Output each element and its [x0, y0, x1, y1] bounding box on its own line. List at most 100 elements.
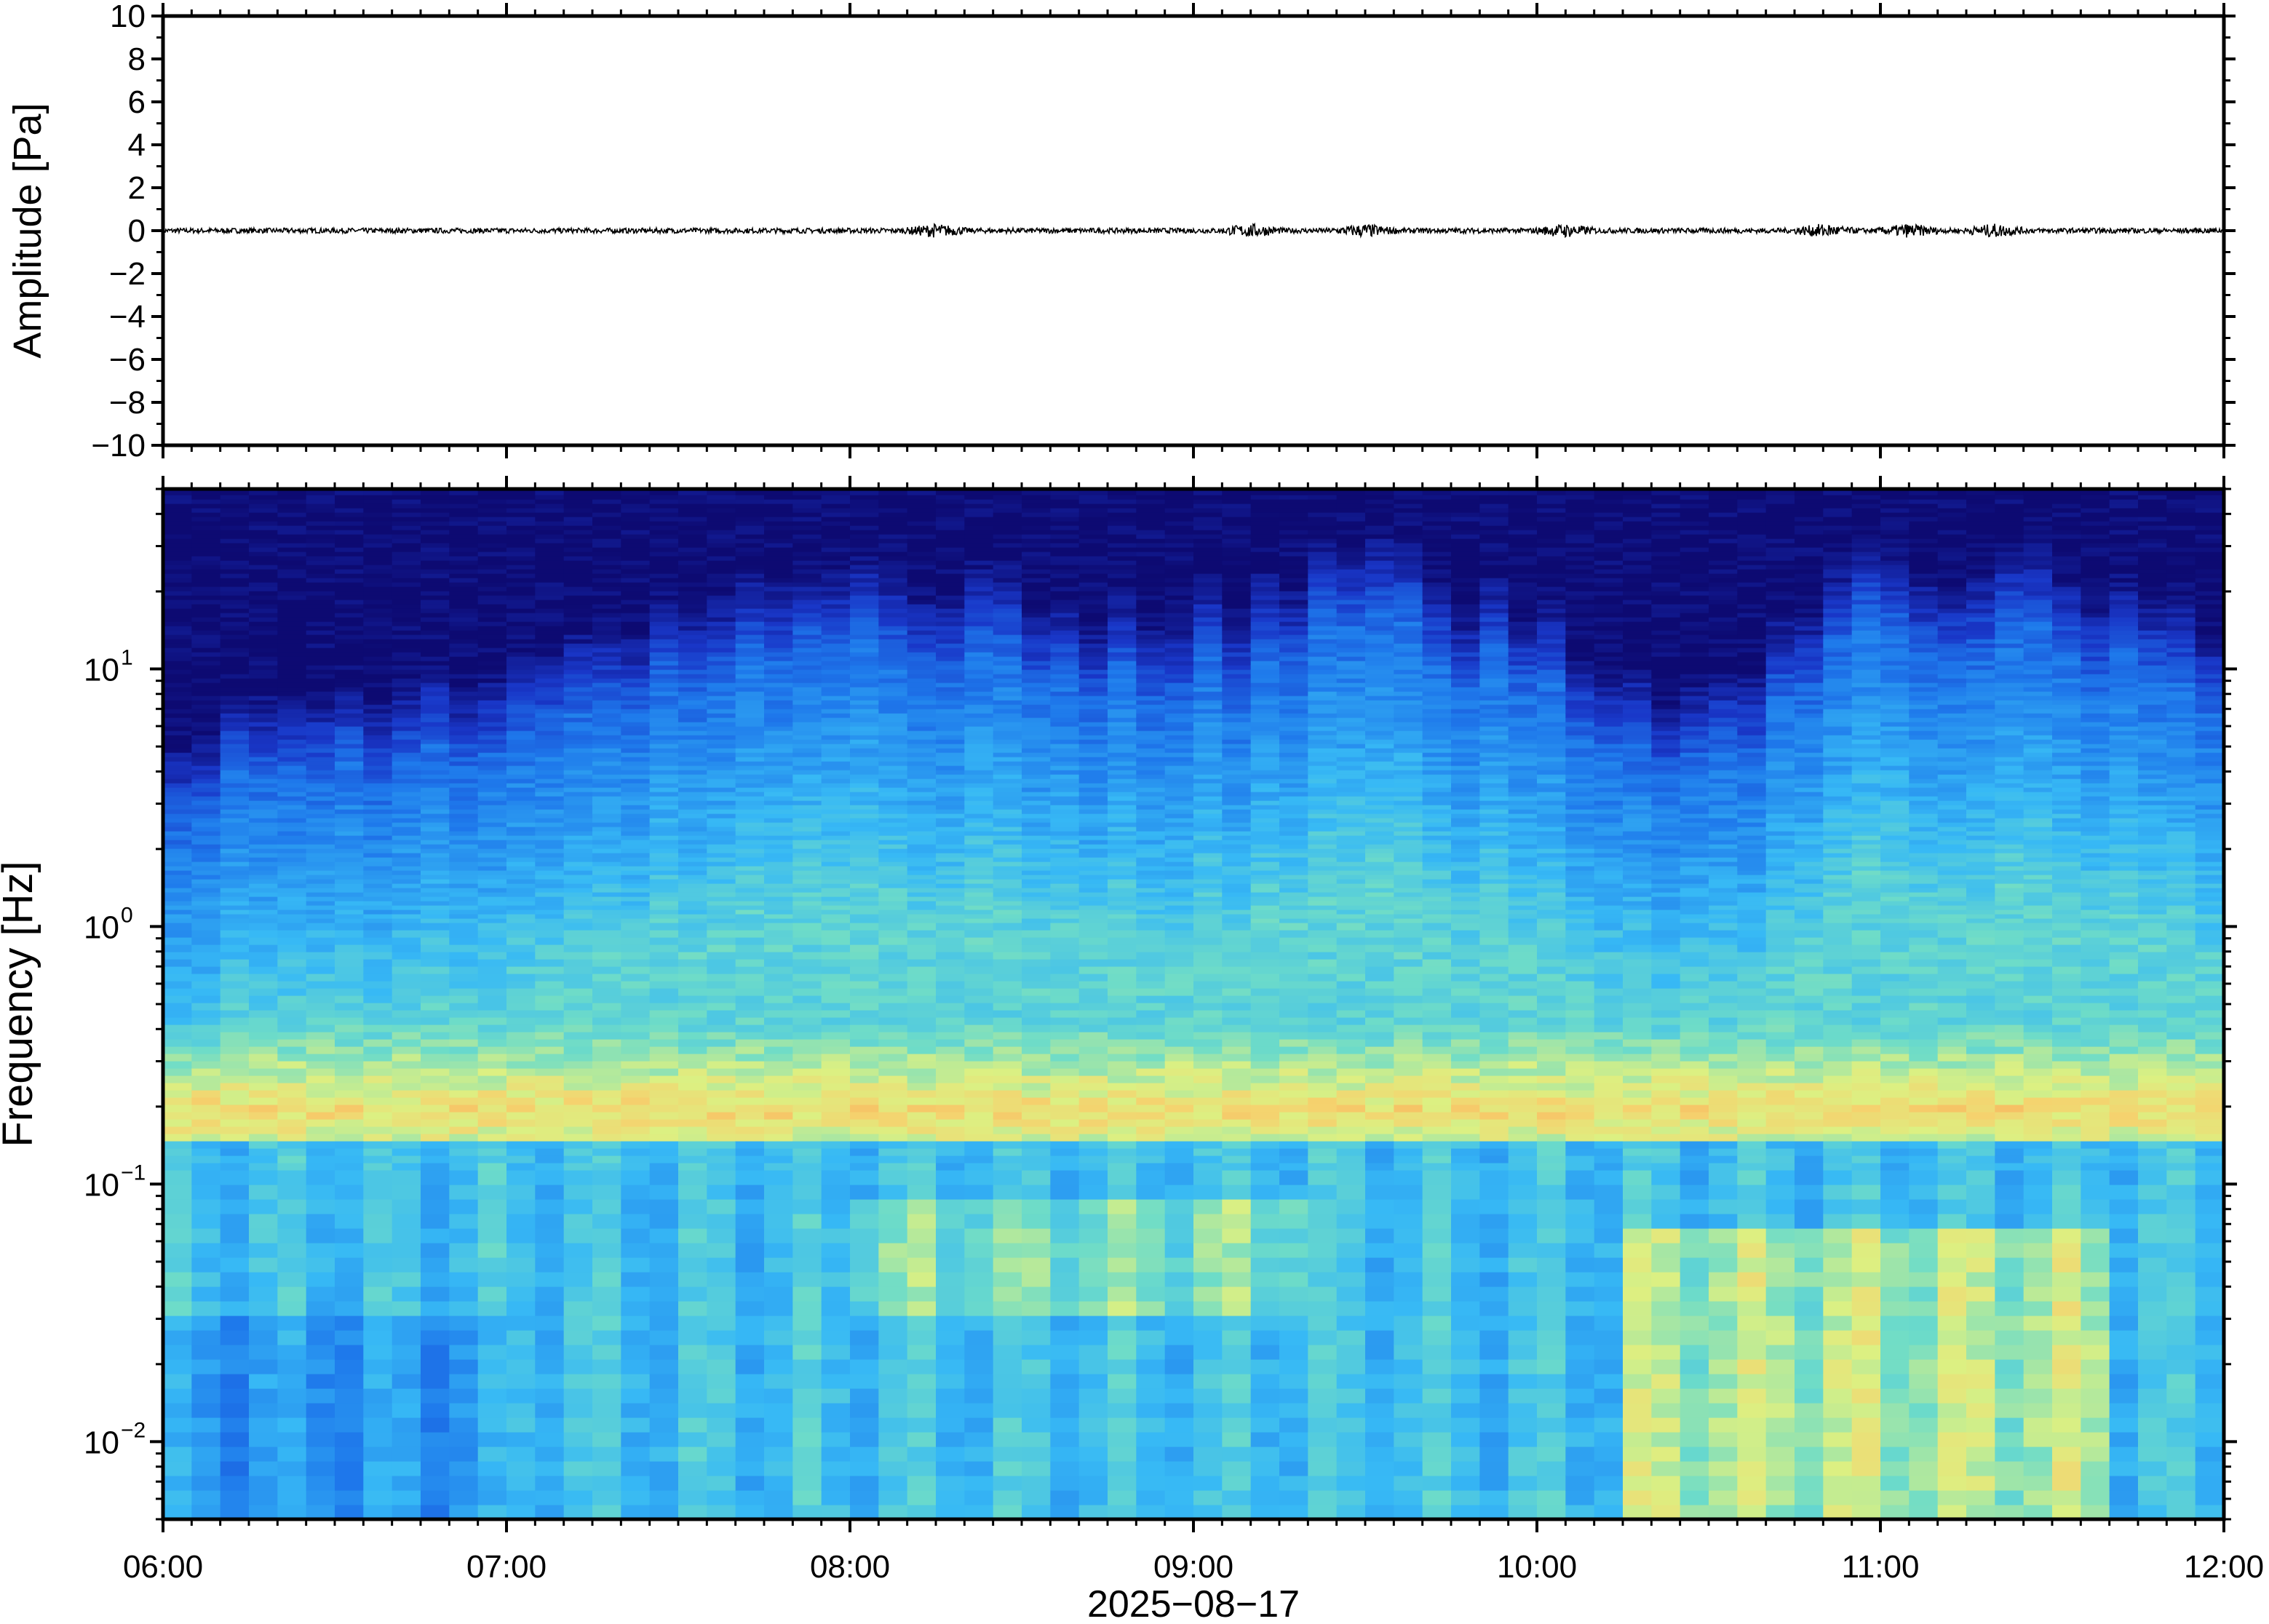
spectrogram-cell	[621, 556, 651, 561]
spectrogram-cell	[335, 552, 364, 557]
spectrogram-cell	[421, 765, 450, 771]
spectrogram-cell	[621, 661, 651, 666]
spectrogram-cell	[163, 661, 192, 666]
spectrogram-cell	[249, 495, 278, 500]
spectrogram-cell	[392, 639, 421, 644]
spectrogram-cell	[878, 866, 908, 871]
spectrogram-cell	[421, 722, 450, 727]
spectrogram-cell	[421, 538, 450, 544]
spectrogram-cell	[335, 1315, 364, 1331]
spectrogram-cell	[306, 1286, 335, 1302]
spectrogram-cell	[821, 503, 851, 509]
spectrogram-cell	[678, 661, 707, 666]
spectrogram-cell	[392, 525, 421, 530]
spectrogram-cell	[306, 621, 335, 626]
spectrogram-cell	[249, 709, 278, 714]
spectrogram-cell	[764, 930, 793, 938]
spectrogram-cell	[649, 1417, 679, 1433]
spectrogram-cell	[306, 944, 335, 952]
spectrogram-cell	[163, 930, 192, 938]
spectrogram-cell	[477, 591, 507, 596]
spectrogram-cell	[735, 495, 765, 500]
spectrogram-cell	[506, 630, 536, 635]
spectrogram-cell	[792, 861, 822, 867]
spectrogram-cell	[335, 800, 364, 805]
spectrogram-cell	[907, 630, 937, 635]
spectrogram-cell	[477, 853, 507, 858]
spectrogram-cell	[993, 995, 1022, 1003]
spectrogram-cell	[964, 1097, 994, 1105]
spectrogram-cell	[249, 595, 278, 600]
spectrogram-cell	[764, 853, 793, 858]
spectrogram-cell	[678, 853, 707, 858]
spectrogram-cell	[306, 739, 335, 744]
spectrogram-cell	[936, 892, 965, 897]
spectrogram-cell	[535, 914, 565, 919]
spectrogram-cell	[449, 600, 479, 605]
spectrogram-cell	[735, 813, 765, 819]
spectrogram-cell	[277, 909, 307, 915]
spectrogram-cell	[421, 1199, 450, 1214]
spectrogram-cell	[964, 1243, 994, 1258]
spectrogram-cell	[964, 1359, 994, 1374]
spectrogram-cell	[649, 1301, 679, 1316]
spectrogram-cell	[306, 765, 335, 771]
spectrogram-cell	[449, 1446, 479, 1462]
spectrogram-cell	[735, 499, 765, 504]
spectrogram-cell	[220, 1039, 250, 1047]
spectrogram-cell	[306, 678, 335, 683]
spectrogram-cell	[649, 1359, 679, 1374]
spectrogram-cell	[249, 959, 278, 967]
spectrogram-cell	[907, 687, 937, 692]
spectrogram-cell	[735, 687, 765, 692]
spectrogram-cell	[421, 744, 450, 749]
spectrogram-cell	[592, 1199, 621, 1214]
spectrogram-cell	[249, 525, 278, 530]
spectrogram-cell	[850, 896, 879, 901]
spectrogram-cell	[335, 1097, 364, 1105]
spectrogram-cell	[220, 809, 250, 814]
spectrogram-cell	[335, 787, 364, 792]
spectrogram-cell	[535, 779, 565, 784]
spectrogram-cell	[277, 656, 307, 661]
spectrogram-cell	[821, 534, 851, 539]
spectrogram-cell	[163, 1199, 192, 1214]
spectrogram-cell	[850, 731, 879, 736]
spectrogram-cell	[621, 1330, 651, 1345]
spectrogram-cell	[506, 731, 536, 736]
spectrogram-cell	[764, 1185, 793, 1200]
spectrogram-cell	[764, 626, 793, 631]
spectrogram-cell	[421, 844, 450, 849]
spectrogram-cell	[936, 1301, 965, 1316]
spectrogram-cell	[363, 952, 393, 960]
spectrogram-cell	[678, 944, 707, 952]
spectrogram-cell	[850, 674, 879, 679]
spectrogram-cell	[993, 1075, 1022, 1083]
spectrogram-cell	[764, 499, 793, 504]
spectrogram-cell	[421, 490, 450, 495]
spectrogram-cell	[306, 512, 335, 517]
spectrogram-cell	[821, 930, 851, 938]
spectrogram-cell	[220, 1257, 250, 1273]
spectrogram-cell	[735, 1097, 765, 1105]
spectrogram-cell	[649, 765, 679, 771]
spectrogram-cell	[621, 835, 651, 840]
spectrogram-cell	[277, 1403, 307, 1418]
spectrogram-cell	[907, 674, 937, 679]
spectrogram-cell	[363, 783, 393, 788]
spectrogram-cell	[306, 490, 335, 495]
spectrogram-cell	[163, 813, 192, 819]
spectrogram-cell	[449, 499, 479, 504]
spectrogram-cell	[191, 1461, 221, 1476]
spectrogram-cell	[506, 835, 536, 840]
spectrogram-cell	[306, 591, 335, 596]
spectrogram-cell	[993, 648, 1022, 653]
spectrogram-cell	[449, 543, 479, 548]
spectrogram-cell	[936, 538, 965, 544]
spectrogram-cell	[792, 1315, 822, 1331]
spectrogram-cell	[535, 639, 565, 644]
spectrogram-cell	[563, 909, 593, 915]
spectrogram-cell	[993, 1359, 1022, 1374]
spectrogram-cell	[936, 656, 965, 661]
spectrogram-cell	[792, 981, 822, 989]
